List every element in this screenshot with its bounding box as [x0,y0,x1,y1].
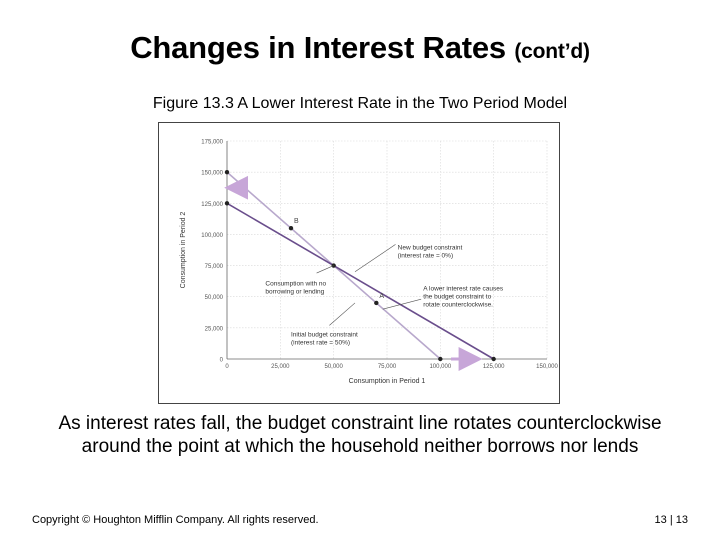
chart-annotation-3: Initial budget constraint [291,332,358,339]
figure-caption: Figure 13.3 A Lower Interest Rate in the… [152,95,568,112]
point-label-a: A [379,293,384,300]
copyright: Copyright © Houghton Mifflin Company. Al… [32,514,319,526]
chart-annotation-2: A lower interest rate causes [423,285,504,292]
page-number: 13 | 13 [654,514,688,526]
figure-frame: 0 25,000 50,000 75,000 100,000 125,000 150,000… [158,122,560,404]
annotation-leader [354,244,396,273]
data-point [224,169,230,175]
chart-annotation-2: the budget constraint to [423,293,491,300]
x-tick-label: 0 [225,364,229,370]
title-sub: (cont’d) [514,40,590,63]
title-main: Changes in Interest Rates [130,30,506,65]
y-tick-label: 175,000 [201,140,223,146]
x-tick-label: 150,000 [536,364,558,370]
slide-title: Changes in Interest Rates (cont’d) [0,30,720,66]
point-label-b: B [294,218,299,225]
data-point [224,201,230,206]
slide-body: As interest rates fall, the budget const… [58,413,662,457]
data-point [438,356,443,362]
y-tick-label: 25,000 [205,326,224,332]
y-tick-label: 0 [220,358,224,364]
x-tick-label: 100,000 [429,364,451,370]
data-point [331,263,336,268]
y-axis-label: Consumption in Period 2 [180,212,187,289]
annotation-leader [382,298,422,310]
x-tick-label: 50,000 [324,364,343,370]
chart-annotation-1: borrowing or lending [265,289,324,296]
x-axis-label: Consumption in Period 1 [349,378,426,385]
chart-annotation-1: Consumption with no [265,281,326,288]
x-tick-label: 75,000 [378,364,397,370]
y-tick-label: 75,000 [205,264,224,270]
data-point [374,300,379,306]
chart-annotation-3: (interest rate = 50%) [291,340,350,347]
x-tick-label: 25,000 [271,364,290,370]
y-tick-label: 50,000 [205,295,224,301]
data-point [491,356,496,362]
chart-annotation-2: rotate counterclockwise. [423,301,493,308]
data-point [288,226,294,231]
y-tick-label: 150,000 [201,171,223,177]
annotation-leader [316,265,334,274]
chart-annotation-0: (interest rate = 0%) [398,252,453,259]
chart-annotation-0: New budget constraint [398,244,463,251]
y-tick-label: 100,000 [201,233,223,239]
y-tick-label: 125,000 [201,202,223,208]
annotation-leader [329,302,356,326]
budget-constraint-chart: 0 25,000 50,000 75,000 100,000 125,000 150,000… [180,140,559,386]
x-tick-label: 125,000 [483,364,505,370]
